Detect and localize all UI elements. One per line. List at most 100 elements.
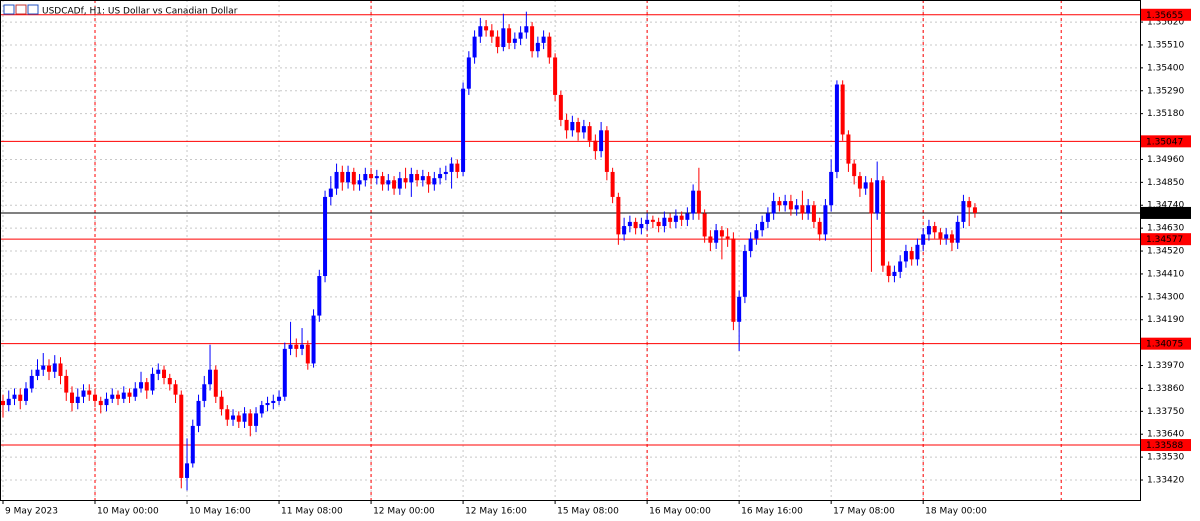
y-tick-label: 1.34520 — [1147, 247, 1184, 257]
candle-body — [133, 388, 138, 397]
candle-body — [696, 190, 701, 214]
candle-body — [783, 201, 788, 206]
candle-body — [369, 174, 374, 179]
candle-body — [403, 178, 408, 183]
candle-body — [484, 26, 489, 31]
candle-body — [691, 190, 696, 214]
candle-body — [58, 363, 63, 376]
grid-layer — [0, 0, 1140, 500]
y-tick-label: 1.34190 — [1147, 315, 1184, 325]
candle-body — [863, 182, 868, 189]
candle-body — [610, 171, 615, 197]
candle-body — [794, 205, 799, 210]
candle-body — [478, 26, 483, 37]
candle-body — [248, 413, 253, 426]
candle-body — [633, 221, 638, 229]
candle-body — [190, 425, 195, 464]
candle-body — [857, 176, 862, 189]
y-tick-label: 1.35290 — [1147, 86, 1184, 96]
candle-body — [392, 180, 397, 189]
price-tag — [1141, 439, 1191, 452]
candle-body — [771, 201, 776, 214]
candle-body — [875, 180, 880, 214]
y-tick-label: 1.34300 — [1147, 292, 1184, 302]
x-tick-label: 10 May 00:00 — [97, 507, 159, 517]
candle-body — [650, 219, 655, 222]
candle-body — [202, 384, 207, 401]
candle-body — [426, 176, 431, 185]
candle-body — [903, 251, 908, 262]
candle-body — [397, 178, 402, 189]
candle-body — [645, 219, 650, 224]
candle-body — [748, 238, 753, 252]
price-tag — [1141, 135, 1191, 148]
candle-body — [846, 134, 851, 164]
candle-body — [817, 221, 822, 235]
candle-body — [472, 36, 477, 58]
candle-body — [70, 392, 75, 403]
candle-body — [29, 375, 34, 389]
candle-body — [323, 196, 328, 277]
candle-body — [271, 400, 276, 403]
candle-body — [12, 394, 17, 399]
candle-body — [806, 205, 811, 214]
candle-body — [547, 36, 552, 58]
candle-body — [231, 415, 236, 420]
candle-body — [668, 217, 673, 222]
candle-body — [420, 176, 425, 181]
candle-body — [685, 213, 690, 220]
candle-body — [714, 230, 719, 243]
candle-body — [196, 400, 201, 426]
candle-body — [23, 388, 28, 401]
candle-body — [673, 215, 678, 222]
price-tag — [1141, 206, 1191, 219]
candle-body — [760, 221, 765, 231]
candle-body — [288, 344, 293, 349]
candle-body — [213, 369, 218, 397]
candle-body — [944, 234, 949, 239]
candle-body — [604, 130, 609, 172]
y-tick-label: 1.33970 — [1147, 361, 1184, 371]
price-tag-label: 1.35047 — [1146, 137, 1183, 147]
candle-body — [921, 234, 926, 245]
candle-body — [616, 196, 621, 235]
y-tick-label: 1.34850 — [1147, 178, 1184, 188]
x-tick-label: 15 May 08:00 — [557, 507, 619, 517]
candle-body — [277, 396, 282, 401]
candle-body — [576, 121, 581, 133]
candle-body — [915, 244, 920, 260]
candle-body — [415, 174, 420, 181]
candle-body — [449, 163, 454, 172]
y-tick-label: 1.33640 — [1147, 430, 1184, 440]
candle-body — [553, 57, 558, 95]
x-tick-label: 16 May 00:00 — [649, 507, 711, 517]
candle-body — [254, 413, 259, 426]
candle-body — [432, 178, 437, 185]
icon — [15, 4, 27, 15]
candle-body — [524, 26, 529, 33]
candle-body — [351, 171, 356, 185]
candle-body — [167, 378, 172, 385]
y-tick-label: 1.33860 — [1147, 384, 1184, 394]
candle-body — [64, 375, 69, 393]
candle-body — [162, 369, 167, 379]
candle-body — [144, 382, 149, 391]
candle-body — [98, 400, 103, 406]
price-tag-label: 1.33588 — [1146, 441, 1183, 451]
y-tick-label: 1.34740 — [1147, 201, 1184, 211]
candle-body — [35, 369, 40, 376]
candle-body — [455, 163, 460, 172]
x-tick-label: 18 May 00:00 — [925, 507, 987, 517]
candle-body — [926, 226, 931, 235]
candle-body — [587, 126, 592, 141]
candle-body — [518, 32, 523, 39]
icon — [3, 4, 15, 15]
candle-body — [823, 205, 828, 235]
candle-body — [363, 174, 368, 181]
candle-body — [702, 213, 707, 237]
candle-body — [334, 171, 339, 189]
candle-body — [938, 232, 943, 239]
candle-body — [564, 119, 569, 131]
candle-body — [179, 394, 184, 478]
candle-body — [311, 315, 316, 364]
